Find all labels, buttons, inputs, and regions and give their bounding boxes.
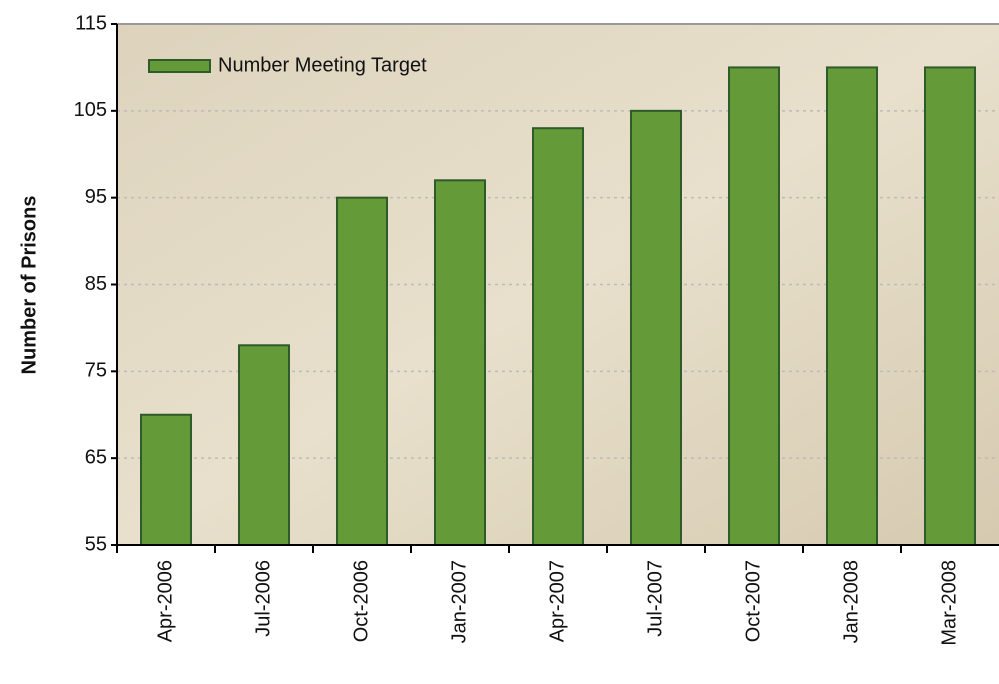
y-tick-label: 115 xyxy=(75,12,107,34)
x-tick-label: Apr-2006 xyxy=(154,560,176,642)
bar xyxy=(826,66,878,547)
bar xyxy=(630,109,682,546)
x-tick-label: Oct-2006 xyxy=(350,560,372,642)
x-tick-label: Jan-2007 xyxy=(448,560,470,643)
y-tick-label: 95 xyxy=(85,186,107,208)
y-tick-label: 55 xyxy=(85,533,107,555)
y-tick-label: 85 xyxy=(85,273,107,295)
bar xyxy=(140,413,192,546)
bar xyxy=(238,344,290,546)
x-tick-label: Jan-2008 xyxy=(840,560,862,643)
legend-label: Number Meeting Target xyxy=(218,54,427,76)
bar xyxy=(924,66,976,547)
x-tick-label: Apr-2007 xyxy=(546,560,568,642)
x-tick-label: Jul-2006 xyxy=(252,560,274,637)
bar xyxy=(728,66,780,547)
bar xyxy=(532,127,584,546)
bar xyxy=(336,196,388,547)
y-tick-label: 105 xyxy=(74,99,107,121)
y-tick-label: 65 xyxy=(85,446,107,468)
y-tick-label: 75 xyxy=(85,360,107,382)
x-tick-label: Jul-2007 xyxy=(644,560,666,637)
y-axis-label: Number of Prisons xyxy=(18,196,40,375)
legend-swatch xyxy=(148,59,211,73)
x-tick-label: Mar-2008 xyxy=(938,560,960,646)
x-tick-label: Oct-2007 xyxy=(742,560,764,642)
bar xyxy=(434,179,486,547)
